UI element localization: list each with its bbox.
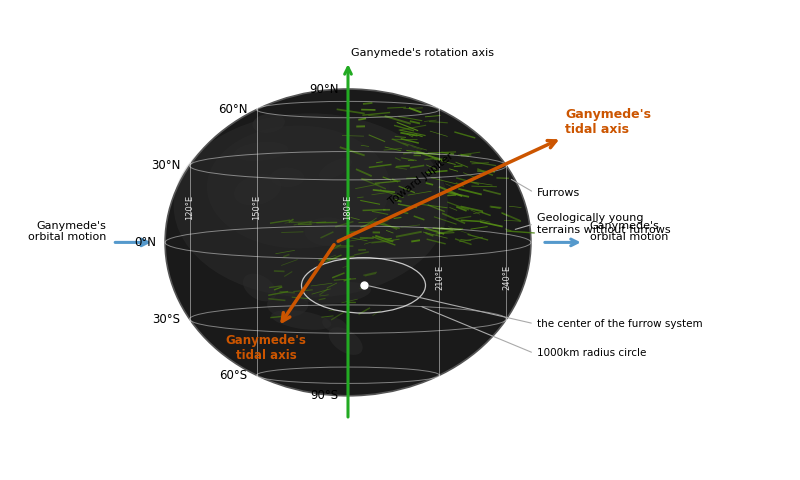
- Ellipse shape: [304, 217, 352, 246]
- Text: Toward Jupiter: Toward Jupiter: [386, 151, 455, 207]
- Ellipse shape: [329, 327, 362, 355]
- Ellipse shape: [234, 174, 281, 205]
- Text: Ganymede's rotation axis: Ganymede's rotation axis: [351, 48, 494, 58]
- Text: 90°N: 90°N: [310, 83, 338, 96]
- Text: 0°N: 0°N: [134, 236, 156, 249]
- Text: 150°E: 150°E: [252, 195, 261, 220]
- Text: the center of the furrow system: the center of the furrow system: [537, 319, 702, 329]
- Ellipse shape: [165, 89, 531, 396]
- Ellipse shape: [322, 317, 347, 333]
- Ellipse shape: [267, 292, 308, 317]
- Text: Geologically young
terrains without furrows: Geologically young terrains without furr…: [537, 213, 670, 235]
- Ellipse shape: [270, 168, 304, 187]
- Text: 120°E: 120°E: [185, 195, 194, 220]
- Text: Ganymede's
tidal axis: Ganymede's tidal axis: [565, 108, 651, 136]
- Ellipse shape: [319, 158, 352, 179]
- Text: 30°S: 30°S: [152, 312, 180, 325]
- Text: Furrows: Furrows: [537, 188, 580, 197]
- Ellipse shape: [253, 113, 285, 133]
- Ellipse shape: [243, 274, 276, 301]
- Ellipse shape: [174, 113, 448, 298]
- Ellipse shape: [207, 126, 390, 248]
- Text: 240°E: 240°E: [502, 264, 511, 290]
- Text: 1000km radius circle: 1000km radius circle: [537, 348, 646, 358]
- Text: 30°N: 30°N: [151, 159, 180, 172]
- Text: Ganymede's
orbital motion: Ganymede's orbital motion: [28, 220, 106, 242]
- Text: 60°N: 60°N: [218, 103, 247, 116]
- Ellipse shape: [234, 142, 288, 161]
- Text: 90°S: 90°S: [310, 389, 338, 402]
- Text: 180°E: 180°E: [343, 195, 353, 220]
- Ellipse shape: [271, 310, 331, 330]
- Text: 210°E: 210°E: [435, 264, 444, 290]
- Text: Ganymede's
orbital motion: Ganymede's orbital motion: [590, 220, 668, 242]
- Text: Ganymede's
tidal axis: Ganymede's tidal axis: [226, 334, 306, 362]
- Text: 60°S: 60°S: [219, 369, 247, 382]
- Ellipse shape: [299, 282, 371, 304]
